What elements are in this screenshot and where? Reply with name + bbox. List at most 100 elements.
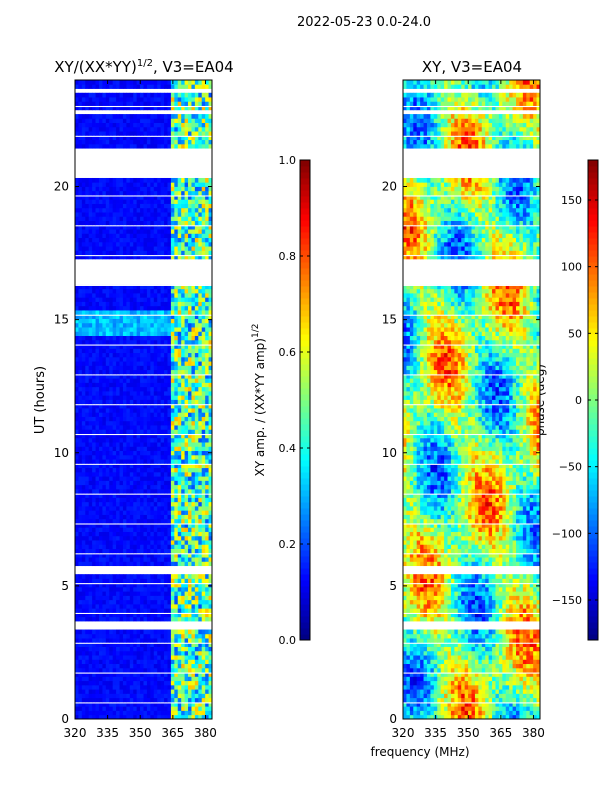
amp-heatmap-cell bbox=[92, 514, 96, 520]
amp-heatmap-cell bbox=[98, 655, 103, 660]
amp-heatmap-cell bbox=[208, 399, 213, 405]
amp-heatmap-cell bbox=[88, 663, 93, 669]
amp-heatmap-cell bbox=[181, 523, 185, 528]
amp-heatmap-cell bbox=[88, 488, 93, 494]
amp-heatmap-cell bbox=[188, 203, 192, 209]
amp-heatmap-cell bbox=[122, 339, 127, 345]
amp-heatmap-cell bbox=[102, 420, 107, 426]
amp-heatmap-cell bbox=[112, 203, 117, 209]
amp-heatmap-cell bbox=[129, 535, 134, 541]
amp-heatmap-cell bbox=[170, 608, 175, 613]
amp-heatmap-cell bbox=[157, 523, 162, 528]
amp-heatmap-cell bbox=[78, 480, 83, 486]
amp-heatmap-cell bbox=[194, 331, 199, 336]
amp-heatmap-cell bbox=[136, 616, 141, 622]
amp-heatmap-cell bbox=[153, 369, 158, 375]
amp-heatmap-cell bbox=[81, 203, 86, 209]
amp-heatmap-cell bbox=[140, 574, 144, 579]
amp-heatmap-cell bbox=[160, 250, 165, 256]
amp-heatmap-cell bbox=[122, 305, 127, 311]
amp-heatmap-cell bbox=[88, 667, 93, 673]
amp-heatmap-cell bbox=[92, 118, 96, 123]
amp-heatmap-cell bbox=[201, 425, 206, 430]
amp-heatmap-cell bbox=[78, 578, 83, 584]
amp-heatmap-cell bbox=[153, 612, 158, 618]
amp-heatmap-cell bbox=[201, 118, 206, 123]
amp-heatmap-cell bbox=[194, 544, 199, 549]
amp-heatmap-cell bbox=[184, 386, 189, 392]
amp-heatmap-cell bbox=[126, 697, 131, 703]
amp-heatmap-cell bbox=[150, 186, 155, 192]
amp-heatmap-cell bbox=[88, 599, 93, 605]
amp-heatmap-cell bbox=[157, 237, 162, 243]
amp-heatmap-cell bbox=[188, 646, 192, 652]
amp-heatmap-cell bbox=[157, 544, 162, 549]
amp-heatmap-cell bbox=[98, 403, 103, 409]
amp-heatmap-cell bbox=[109, 143, 114, 149]
amp-heatmap-cell bbox=[143, 246, 148, 251]
amp-heatmap-cell bbox=[198, 603, 203, 609]
amp-heatmap-cell bbox=[112, 582, 117, 588]
amp-heatmap-cell bbox=[143, 714, 148, 720]
amp-heatmap-cell bbox=[75, 642, 79, 647]
amp-heatmap-cell bbox=[191, 386, 196, 392]
amp-heatmap-cell bbox=[174, 531, 179, 537]
amp-heatmap-cell bbox=[150, 293, 155, 298]
amp-heatmap-cell bbox=[164, 642, 168, 647]
amp-heatmap-cell bbox=[164, 527, 168, 532]
amp-heatmap-cell bbox=[119, 488, 124, 494]
amp-heatmap-cell bbox=[194, 220, 199, 226]
amp-heatmap-cell bbox=[177, 386, 182, 392]
amp-heatmap-cell bbox=[129, 177, 134, 183]
amp-heatmap-cell bbox=[174, 314, 179, 319]
amp-heatmap-cell bbox=[157, 497, 162, 503]
amp-heatmap-cell bbox=[194, 582, 199, 588]
amp-heatmap-cell bbox=[126, 561, 131, 567]
amp-heatmap-cell bbox=[78, 339, 83, 345]
amp-heatmap-cell bbox=[184, 399, 189, 405]
amp-heatmap-cell bbox=[102, 616, 107, 622]
amp-heatmap-cell bbox=[188, 437, 192, 443]
amp-heatmap-cell bbox=[188, 195, 192, 200]
amp-heatmap-cell bbox=[78, 672, 83, 677]
amp-heatmap-cell bbox=[194, 667, 199, 673]
amp-heatmap-cell bbox=[75, 250, 79, 256]
amp-heatmap-cell bbox=[78, 356, 83, 362]
amp-heatmap-cell bbox=[143, 689, 148, 694]
amp-heatmap-cell bbox=[160, 344, 165, 349]
amp-heatmap-cell bbox=[205, 327, 209, 332]
amp-heatmap-cell bbox=[109, 254, 114, 260]
amp-heatmap-cell bbox=[174, 650, 179, 656]
amp-heatmap-cell bbox=[88, 122, 93, 128]
amp-heatmap-cell bbox=[98, 310, 103, 315]
amp-heatmap-cell bbox=[177, 710, 182, 716]
amp-heatmap-cell bbox=[126, 506, 131, 511]
amp-heatmap-cell bbox=[157, 612, 162, 618]
amp-heatmap-cell bbox=[126, 701, 131, 707]
amp-heatmap-cell bbox=[146, 629, 151, 635]
amp-heatmap-cell bbox=[102, 186, 107, 192]
amp-colorbar-label-sup: 1/2 bbox=[251, 324, 261, 338]
amp-heatmap-cell bbox=[98, 348, 103, 354]
amp-heatmap-cell bbox=[150, 471, 155, 477]
amp-heatmap-cell bbox=[174, 331, 179, 336]
amp-heatmap-cell bbox=[160, 361, 165, 366]
amp-heatmap-cell bbox=[85, 241, 90, 247]
amp-heatmap-cell bbox=[143, 510, 148, 515]
amp-heatmap-cell bbox=[112, 514, 117, 520]
amp-heatmap-cell bbox=[116, 591, 120, 596]
amp-heatmap-cell bbox=[188, 241, 192, 247]
amp-heatmap-cell bbox=[92, 646, 96, 652]
amp-heatmap-cell bbox=[92, 216, 96, 221]
amp-heatmap-cell bbox=[160, 318, 165, 324]
amp-heatmap-cell bbox=[181, 318, 185, 324]
amp-heatmap-cell bbox=[126, 629, 131, 635]
amp-heatmap-cell bbox=[184, 382, 189, 388]
amp-heatmap-cell bbox=[205, 595, 209, 601]
amp-heatmap-cell bbox=[78, 433, 83, 439]
amp-heatmap-cell bbox=[112, 254, 117, 260]
amp-heatmap-cell bbox=[143, 284, 148, 290]
amp-heatmap-cell bbox=[198, 361, 203, 366]
amp-heatmap-cell bbox=[95, 497, 100, 503]
amp-heatmap-cell bbox=[208, 177, 213, 183]
